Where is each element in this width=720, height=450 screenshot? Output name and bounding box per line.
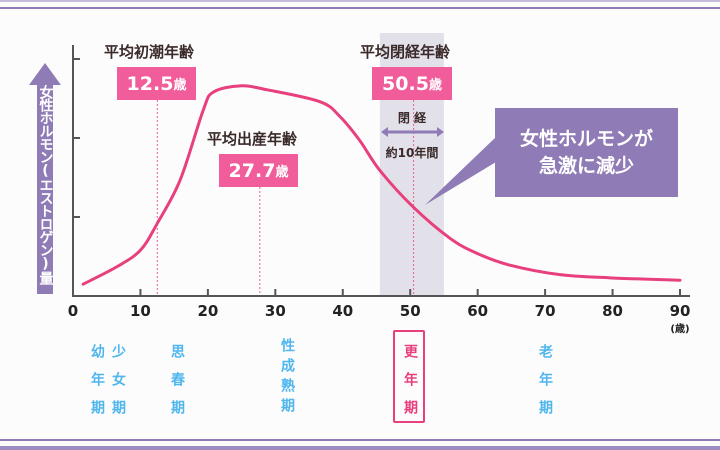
annotation-title-menopause: 平均閉経年齢 [360,43,451,61]
hormone-curve [81,84,682,286]
x-tick-label: 30 [265,302,286,320]
life-stage-maturity: 性成熟期 [279,338,295,418]
callout-line-2: 急激に減少 [538,154,634,177]
x-tick-label: 40 [332,302,353,320]
y-axis-label: 女性ホルモン(エストロゲン)量 [37,84,54,284]
x-tick-label: 60 [467,302,488,320]
x-tick-label: 50 [400,302,421,320]
annotation-title-childbirth: 平均出産年齢 [207,130,298,148]
callout-box: 女性ホルモンが 急激に減少 [495,108,678,197]
badge-value: 12.5 [126,72,174,95]
badge-unit: 歳 [275,165,289,180]
life-stage-early-childhood: 幼年期 [89,344,105,428]
callout-tail [425,137,496,205]
badge-value: 50.5 [382,72,429,95]
x-tick-label: 0 [68,302,78,320]
badge-unit: 歳 [428,78,442,93]
menopause-label: 閉 経 [398,110,427,125]
annotation-badge-childbirth: 27.7 歳 [219,154,298,187]
top-line [0,7,720,9]
highlight-box [393,330,425,423]
x-tick-label: 80 [602,302,623,320]
callout-line-1: 女性ホルモンが [519,127,653,150]
menopause-span-arrow [381,127,444,137]
x-tick-label: 90 [670,302,691,320]
x-tick-label: 10 [130,302,151,320]
x-tick-label: 70 [535,302,556,320]
x-unit: (歳) [670,322,689,335]
life-stage-menopause: 更年期 [402,344,418,428]
annotation-badge-menopause: 50.5 歳 [372,67,452,100]
menopause-span-label: 約10年間 [386,145,439,160]
badge-unit: 歳 [173,78,187,93]
bottom-band [0,446,720,450]
annotation-title-menarche: 平均初潮年齢 [104,43,195,61]
x-tick-label: 20 [197,302,218,320]
life-stage-girlhood: 少女期 [110,344,126,428]
annotation-badge-menarche: 12.5 歳 [117,67,196,100]
y-axis-arrow [29,63,61,294]
bottom-line [0,439,720,441]
life-stage-senescence: 老年期 [537,344,553,428]
top-band [0,0,720,2]
badge-value: 27.7 [228,159,276,182]
life-stage-puberty: 思春期 [169,344,185,428]
